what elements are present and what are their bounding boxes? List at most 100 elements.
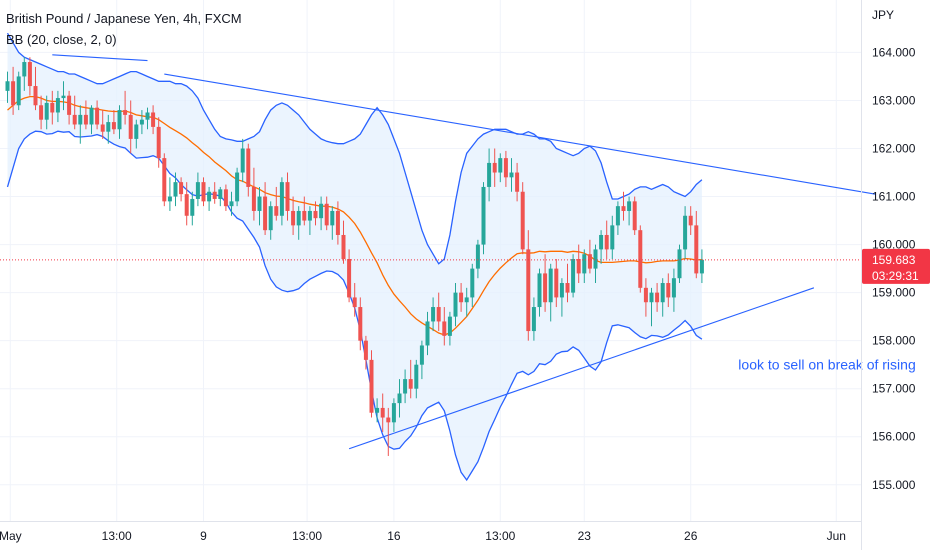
candle	[543, 254, 548, 312]
candle	[72, 95, 77, 130]
candle	[347, 249, 352, 303]
candle-body	[610, 225, 615, 250]
candle	[313, 201, 318, 226]
candle	[218, 186, 223, 207]
price-axis[interactable]: 164.000 163.000 162.000 161.000 160.000 159.0…	[872, 45, 916, 491]
candle	[44, 95, 49, 130]
candle	[369, 350, 374, 418]
candle	[587, 239, 592, 274]
candle	[324, 196, 329, 231]
candle-body	[279, 182, 284, 216]
candle-body	[694, 225, 699, 274]
price-tick-label: 164.000	[872, 45, 916, 59]
candle-body	[671, 278, 676, 298]
candle	[576, 244, 581, 284]
candle	[627, 196, 632, 226]
candle-body	[251, 186, 256, 211]
candle-body	[22, 62, 27, 77]
candle	[167, 177, 172, 211]
candle	[100, 110, 105, 139]
candle	[33, 66, 38, 111]
candle-body	[475, 244, 480, 269]
indicator-label[interactable]: BB (20, close, 2, 0)	[6, 32, 117, 47]
candle-body	[431, 307, 436, 322]
candle	[442, 307, 447, 346]
candle	[475, 239, 480, 279]
candle	[111, 110, 116, 135]
annotations[interactable]: look to sell on break of rising	[738, 357, 915, 373]
candle-body	[100, 124, 105, 132]
candle	[559, 278, 564, 317]
candle-body	[27, 62, 32, 87]
candle-body	[369, 359, 374, 413]
candle	[683, 206, 688, 259]
candle-body	[33, 86, 38, 106]
currency-label: JPY	[872, 8, 894, 22]
candle-body	[643, 287, 648, 303]
candle	[375, 398, 380, 423]
time-axis[interactable]: May 13:00 9 13:00 16 13:00 23 26 Jun	[0, 529, 846, 543]
candle	[128, 100, 133, 154]
candle-body	[78, 114, 83, 125]
candle	[39, 95, 44, 130]
candle	[201, 177, 206, 207]
candle	[571, 254, 576, 298]
candle-body	[67, 95, 72, 115]
candle	[447, 311, 452, 346]
candle-body	[576, 259, 581, 274]
candle-body	[655, 292, 660, 303]
candle	[487, 148, 492, 202]
candle	[655, 283, 660, 312]
candle	[145, 107, 150, 130]
candle-body	[537, 273, 542, 308]
candle	[481, 182, 486, 255]
candle-body	[358, 307, 363, 341]
candle	[699, 249, 704, 284]
candle	[173, 172, 178, 207]
candle	[319, 196, 324, 231]
candle-body	[386, 417, 391, 423]
price-tick-label: 161.000	[872, 190, 916, 204]
candle	[363, 335, 368, 370]
candle-body	[212, 191, 217, 199]
candle	[671, 268, 676, 312]
candle-body	[335, 210, 340, 235]
candle	[419, 340, 424, 380]
candle	[330, 206, 335, 240]
price-tick-label: 155.000	[872, 478, 916, 492]
candle	[240, 138, 245, 183]
candle	[498, 153, 503, 183]
candle	[117, 105, 122, 139]
annotation-text[interactable]: look to sell on break of rising	[738, 357, 915, 373]
symbol-title[interactable]: British Pound / Japanese Yen, 4h, FXCM	[6, 11, 242, 26]
candle-body	[307, 210, 312, 221]
candle	[123, 90, 128, 125]
trendline-rising[interactable]	[348, 287, 815, 450]
trendline-upper-short[interactable]	[52, 54, 148, 62]
candle	[195, 172, 200, 207]
candle	[89, 105, 94, 135]
candle-body	[470, 268, 475, 298]
candle-body	[83, 114, 88, 125]
candle	[677, 244, 682, 284]
candle	[610, 215, 615, 259]
candle-body	[632, 201, 637, 231]
candle-body	[44, 102, 49, 120]
candle	[694, 210, 699, 279]
candle-body	[391, 403, 396, 423]
candle	[649, 287, 654, 327]
candle-body	[543, 273, 548, 303]
candle	[604, 220, 609, 259]
candle	[492, 148, 497, 187]
candle-body	[285, 182, 290, 211]
candle	[335, 201, 340, 245]
candle	[156, 117, 161, 168]
candle-body	[145, 112, 150, 120]
candle	[179, 177, 184, 202]
candle-body	[627, 201, 632, 211]
candle	[403, 369, 408, 404]
time-tick-label: 23	[578, 529, 592, 543]
candle	[526, 230, 531, 341]
candle	[212, 182, 217, 204]
